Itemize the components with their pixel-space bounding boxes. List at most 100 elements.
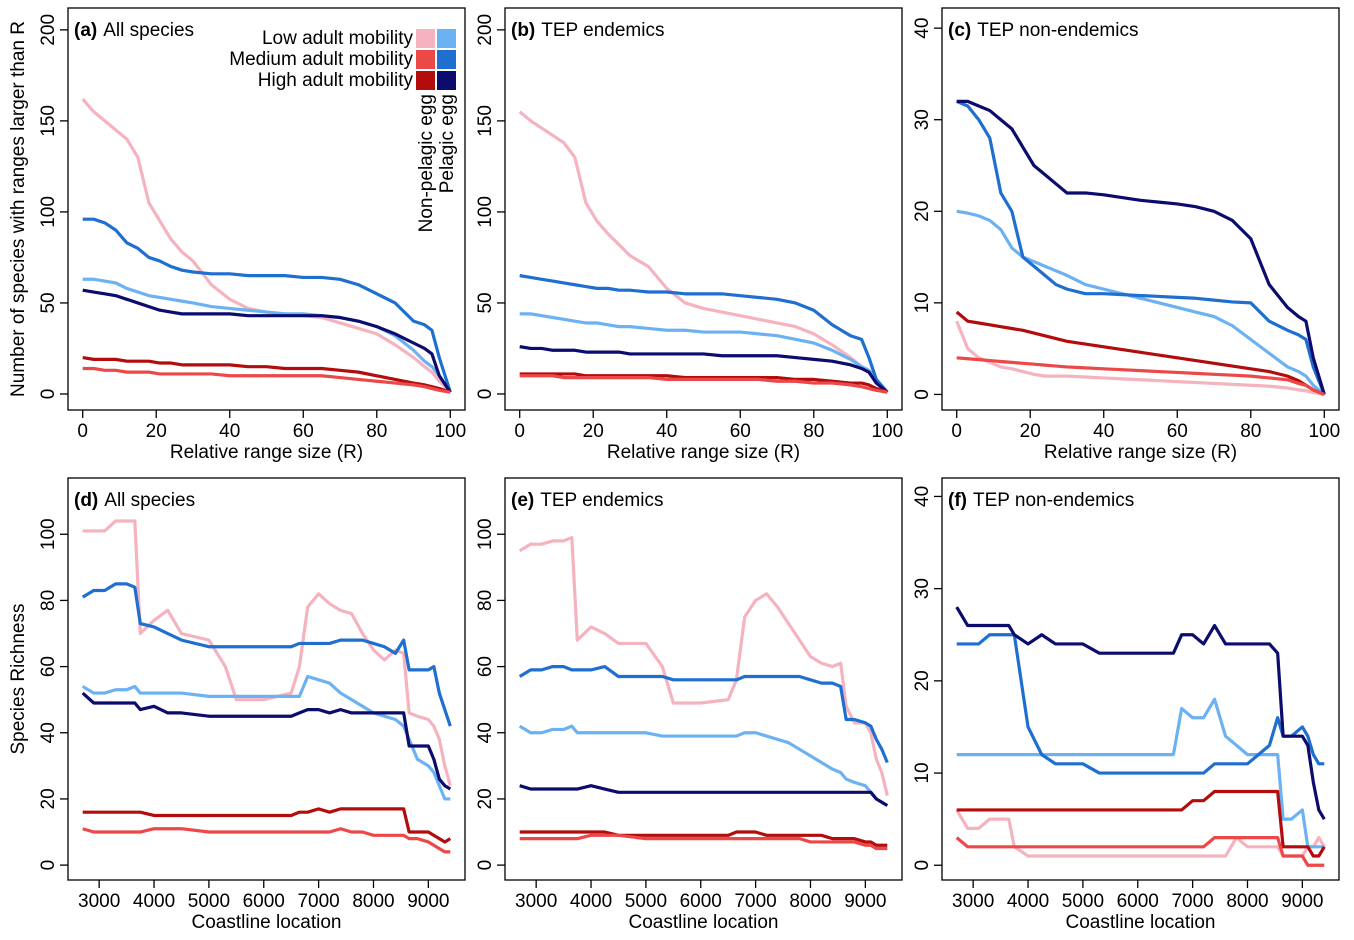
x-tick-label: 100	[871, 421, 903, 442]
x-tick-label: 60	[1167, 421, 1188, 442]
x-tick-label: 0	[514, 421, 525, 442]
y-tick-label: 0	[912, 389, 933, 400]
y-tick-label: 0	[912, 860, 933, 871]
x-tick-label: 5000	[1062, 891, 1104, 912]
series-line	[519, 345, 889, 394]
series-line	[955, 320, 1325, 397]
x-tick-label: 60	[730, 421, 751, 442]
y-tick-label: 100	[38, 196, 59, 228]
series-line	[956, 209, 1326, 396]
panel-title-text: All species	[103, 20, 194, 41]
plot-frame	[504, 477, 903, 881]
x-tick-label: 6000	[1117, 891, 1159, 912]
panel-title: (b) TEP endemics	[511, 20, 664, 41]
plot-frame	[67, 477, 466, 881]
panel-title-text: TEP endemics	[540, 490, 663, 511]
x-tick-label: 9000	[1281, 891, 1323, 912]
y-tick-label: 0	[38, 389, 59, 400]
series-line	[82, 355, 451, 394]
y-tick-label: 0	[38, 860, 59, 871]
series-line	[955, 310, 1325, 396]
x-axis-title: Coastline location	[629, 912, 779, 933]
x-tick-label: 5000	[625, 891, 667, 912]
y-tick-label: 60	[38, 656, 59, 677]
series-line	[956, 356, 1325, 396]
y-tick-label: 60	[475, 656, 496, 677]
x-tick-label: 40	[219, 421, 240, 442]
legend-column-label: Non-pelagic egg	[416, 94, 437, 232]
x-tick-label: 20	[146, 421, 167, 442]
x-tick-label: 4000	[133, 891, 175, 912]
series-line	[518, 535, 889, 796]
x-tick-label: 8000	[789, 891, 831, 912]
legend-swatch	[437, 50, 456, 69]
legend-swatch	[416, 71, 435, 90]
y-tick-label: 30	[912, 578, 933, 599]
panel: 0 20 40 60 80 100 0 50 100 150 200 Relative range s…	[8, 7, 466, 463]
x-tick-label: 9000	[407, 891, 449, 912]
x-tick-label: 100	[434, 421, 466, 442]
legend-swatch	[437, 29, 456, 48]
panel: 3000 4000 5000 6000 7000 8000 9000 0 20 40 60 80 100…	[8, 477, 466, 933]
x-tick-label: 8000	[352, 891, 394, 912]
series-line	[518, 664, 889, 764]
series-line	[519, 274, 889, 394]
series-line	[519, 833, 888, 851]
panel-label: (f)	[948, 490, 967, 511]
x-tick-label: 80	[366, 421, 387, 442]
x-tick-label: 3000	[952, 891, 994, 912]
series-line	[82, 217, 452, 393]
x-tick-label: 4000	[570, 891, 612, 912]
panel-title: (c) TEP non-endemics	[948, 20, 1138, 41]
series-line	[956, 99, 1326, 396]
x-tick-label: 3000	[515, 891, 557, 912]
panel-label: (a)	[74, 20, 97, 41]
x-tick-label: 0	[77, 421, 88, 442]
y-tick-label: 10	[912, 292, 933, 313]
x-tick-label: 80	[803, 421, 824, 442]
y-tick-label: 50	[475, 292, 496, 313]
panel-title: (f) TEP non-endemics	[948, 490, 1134, 511]
series-line	[519, 830, 888, 847]
y-tick-label: 0	[475, 389, 496, 400]
x-axis-title: Relative range size (R)	[1044, 442, 1237, 463]
y-tick-label: 30	[912, 109, 933, 130]
x-tick-label: 8000	[1226, 891, 1268, 912]
legend-label: Medium adult mobility	[229, 49, 413, 70]
series-line	[81, 582, 452, 727]
panel-title-text: All species	[104, 490, 195, 511]
legend-swatch	[437, 71, 456, 90]
panel-title-text: TEP endemics	[541, 20, 664, 41]
y-tick-label: 20	[38, 788, 59, 809]
x-tick-label: 100	[1308, 421, 1340, 442]
series-line	[955, 835, 1325, 867]
panel-title: (d) All species	[74, 490, 195, 511]
panel-title: (a) All species	[74, 20, 194, 41]
x-tick-label: 4000	[1007, 891, 1049, 912]
panel-label: (d)	[74, 490, 98, 511]
series-line	[519, 374, 888, 394]
y-tick-label: 100	[38, 518, 59, 550]
panel-title-text: TEP non-endemics	[977, 20, 1138, 41]
x-tick-label: 6000	[243, 891, 285, 912]
y-tick-label: 150	[475, 105, 496, 137]
y-tick-label: 50	[38, 292, 59, 313]
x-tick-label: 5000	[188, 891, 230, 912]
y-tick-label: 80	[38, 590, 59, 611]
panel: 3000 4000 5000 6000 7000 8000 9000 0 20 40 60 80 100…	[475, 477, 903, 933]
series-line	[519, 312, 889, 394]
y-tick-label: 40	[912, 486, 933, 507]
series-line	[81, 691, 452, 791]
series-line	[956, 789, 1326, 858]
x-tick-label: 7000	[297, 891, 339, 912]
y-tick-label: 200	[38, 14, 59, 46]
legend-swatch	[416, 29, 435, 48]
y-axis-title: Number of species with ranges larger tha…	[8, 21, 29, 397]
legend-column-label: Pelagic egg	[437, 94, 458, 193]
plot-frame	[67, 7, 466, 411]
x-axis-title: Relative range size (R)	[607, 442, 800, 463]
series-line	[518, 110, 889, 394]
